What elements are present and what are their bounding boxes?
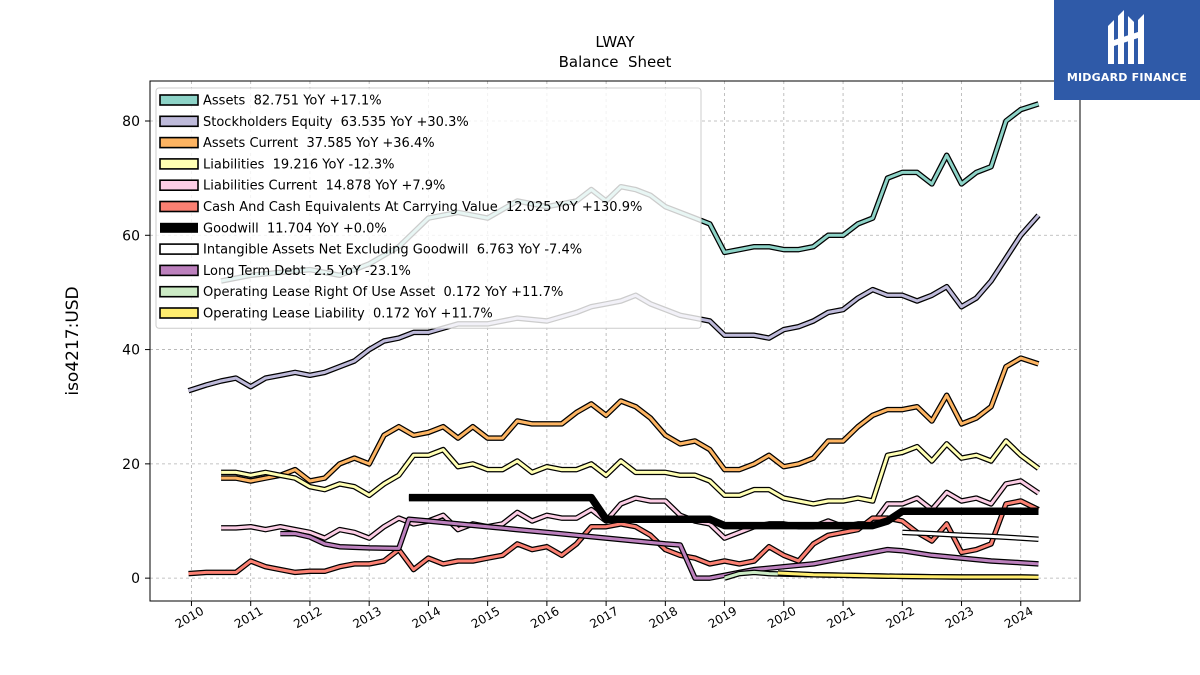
series-line — [902, 530, 1039, 541]
x-tick-label: 2024 — [1002, 604, 1035, 631]
legend-label: Operating Lease Liability 0.172 YoY +11.… — [203, 307, 493, 322]
legend-entry: Intangible Assets Net Excluding Goodwill… — [159, 243, 582, 258]
legend-label: Assets Current 37.585 YoY +36.4% — [203, 136, 435, 151]
x-axis: 2010 2011 2012 2013 2014 2015 2016 2017 2018 2019… — [173, 601, 1035, 631]
legend-entry: Stockholders Equity 63.535 YoY +30.3% — [159, 115, 469, 130]
series-8 — [280, 516, 1039, 581]
series-line — [777, 571, 1039, 579]
legend-swatch — [159, 115, 199, 128]
x-tick-label: 2019 — [706, 604, 739, 631]
legend-swatch — [159, 264, 199, 277]
y-tick-label: 60 — [122, 228, 140, 244]
legend-swatch — [160, 222, 198, 233]
y-axis: 0 20 40 60 80 — [122, 114, 150, 587]
chart-title: LWAY — [595, 33, 635, 51]
series-line — [221, 356, 1039, 483]
x-tick-label: 2012 — [291, 604, 324, 631]
midgard-logo-icon — [1108, 10, 1144, 64]
legend-entry: Assets 82.751 YoY +17.1% — [159, 94, 382, 109]
legend-swatch — [159, 285, 199, 298]
x-tick-label: 2016 — [528, 604, 561, 631]
series-6 — [408, 493, 1039, 530]
legend-swatch — [159, 307, 199, 319]
legend-label: Assets 82.751 YoY +17.1% — [203, 94, 382, 109]
legend-swatch — [159, 200, 199, 213]
legend-label: Cash And Cash Equivalents At Carrying Va… — [203, 200, 642, 215]
x-tick-label: 2020 — [765, 604, 798, 631]
brand-name: MIDGARD FINANCE — [1066, 71, 1188, 84]
x-tick-label: 2013 — [350, 604, 383, 631]
legend-label: Goodwill 11.704 YoY +0.0% — [203, 221, 387, 236]
legend-label: Stockholders Equity 63.535 YoY +30.3% — [203, 115, 469, 130]
x-tick-label: 2011 — [232, 604, 265, 631]
legend-entry: Operating Lease Liability 0.172 YoY +11.… — [159, 307, 493, 322]
series-line-outline — [221, 438, 1041, 507]
series-3 — [221, 438, 1041, 507]
series-2 — [221, 355, 1040, 484]
legend-entry: Goodwill 11.704 YoY +0.0% — [160, 221, 387, 236]
chart-subtitle: Balance Sheet — [559, 53, 672, 71]
x-tick-label: 2022 — [884, 604, 917, 631]
legend-swatch — [159, 179, 199, 191]
series-line — [221, 439, 1040, 506]
series-7 — [902, 529, 1039, 543]
legend-swatch — [159, 243, 199, 255]
brand-logo: MIDGARD FINANCE — [1054, 0, 1200, 100]
x-tick-label: 2010 — [173, 604, 206, 631]
legend-entry: Assets Current 37.585 YoY +36.4% — [159, 136, 435, 151]
legend-entry: Long Term Debt 2.5 YoY -23.1% — [159, 264, 411, 279]
legend-swatch — [159, 158, 199, 170]
y-tick-label: 0 — [131, 571, 140, 587]
series-line — [221, 479, 1040, 540]
x-tick-label: 2021 — [824, 604, 857, 631]
legend-entry: Liabilities Current 14.878 YoY +7.9% — [159, 179, 445, 194]
y-tick-label: 40 — [122, 343, 140, 359]
legend-label: Long Term Debt 2.5 YoY -23.1% — [203, 264, 411, 279]
legend-label: Intangible Assets Net Excluding Goodwill… — [203, 243, 582, 258]
x-tick-label: 2014 — [410, 604, 443, 631]
axes-frame — [149, 80, 1081, 602]
legend-entry: Cash And Cash Equivalents At Carrying Va… — [159, 200, 642, 215]
legend-swatch — [159, 136, 199, 149]
series-line — [280, 517, 1039, 580]
x-tick-label: 2023 — [943, 604, 976, 631]
legend: Assets 82.751 YoY +17.1% Stockholders Equ… — [155, 87, 702, 329]
y-tick-label: 80 — [122, 114, 140, 130]
x-tick-label: 2018 — [647, 604, 680, 631]
legend-label: Liabilities 19.216 YoY -12.3% — [203, 157, 395, 172]
y-tick-label: 20 — [122, 457, 140, 473]
legend-label: Liabilities Current 14.878 YoY +7.9% — [203, 179, 445, 194]
legend-entry: Liabilities 19.216 YoY -12.3% — [159, 157, 395, 172]
x-tick-label: 2015 — [469, 604, 502, 631]
legend-swatch — [159, 94, 199, 106]
series-4 — [221, 478, 1041, 541]
legend-entry: Operating Lease Right Of Use Asset 0.172… — [159, 285, 563, 300]
y-axis-label: iso4217:USD — [63, 286, 83, 395]
legend-box — [155, 87, 702, 329]
legend-label: Operating Lease Right Of Use Asset 0.172… — [203, 285, 563, 300]
series-line — [408, 495, 1039, 529]
x-tick-label: 2017 — [587, 604, 620, 631]
series-10 — [777, 570, 1039, 580]
